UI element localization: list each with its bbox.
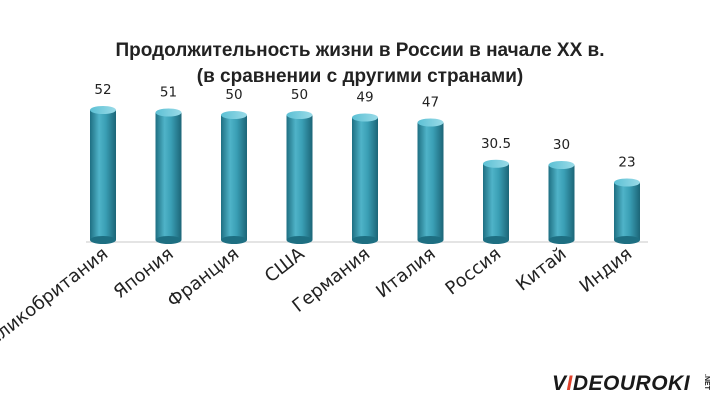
videouroki-logo: VIDEOUROKI .NET [542,369,710,399]
bar-body [548,165,575,240]
category-label-4: США [261,243,309,287]
bar-body [221,115,247,240]
value-label-9: 23 [618,155,635,171]
bar-cap [286,111,313,119]
bar-base [548,236,575,244]
logo-suffix: .NET [703,374,710,390]
bar-body [90,110,116,240]
bar-body [417,122,444,240]
category-label-8: Китай [512,243,570,295]
bar-1 [90,106,116,244]
bar-3 [221,111,247,244]
bar-2 [155,108,182,244]
bar-base [90,236,116,244]
value-label-3: 50 [225,87,242,103]
logo-main: DEOUROKI [572,372,691,395]
bar-8 [548,161,575,244]
bar-body [614,182,640,240]
bar-base [483,236,509,244]
bar-4 [286,111,313,244]
category-label-1: Великобритания [0,243,112,357]
chart-title-line1: Продолжительность жизни в России в начал… [115,40,605,61]
category-label-9: Индия [576,243,636,297]
bar-base [155,236,182,244]
bar-cap [90,106,116,114]
bar-base [286,236,313,244]
bar-cap [417,118,444,127]
category-label-6: Италия [372,243,439,302]
bar-6 [417,118,444,244]
bar-cap [483,159,509,168]
logo-prefix: V [552,372,567,395]
value-label-4: 50 [291,87,308,103]
value-label-1: 52 [94,82,111,98]
value-label-5: 49 [356,90,373,106]
bar-base [352,236,378,244]
bar-base [221,236,247,244]
bar-body [483,163,509,240]
chart-title: Продолжительность жизни в России в начал… [0,38,720,90]
bar-cap [548,161,575,169]
bar-cap [221,111,247,119]
bar-body [286,115,313,240]
bar-base [417,236,444,244]
bar-base [614,236,640,244]
bar-5 [352,113,378,244]
bar-body [352,117,378,240]
logo-accent: I [566,372,573,395]
bar-cap [614,178,640,187]
bar-7 [483,159,509,244]
chart-title-line2: (в сравнении с другими странами) [196,66,524,87]
value-label-8: 30 [553,137,570,153]
bar-body [155,112,182,240]
bar-9 [614,178,640,244]
category-label-3: Франция [164,243,244,312]
bar-cap [155,108,182,117]
bar-cap [352,113,378,122]
value-label-6: 47 [422,95,439,111]
category-label-7: Россия [442,243,506,299]
value-label-2: 51 [160,85,177,101]
value-label-7: 30.5 [481,136,511,152]
